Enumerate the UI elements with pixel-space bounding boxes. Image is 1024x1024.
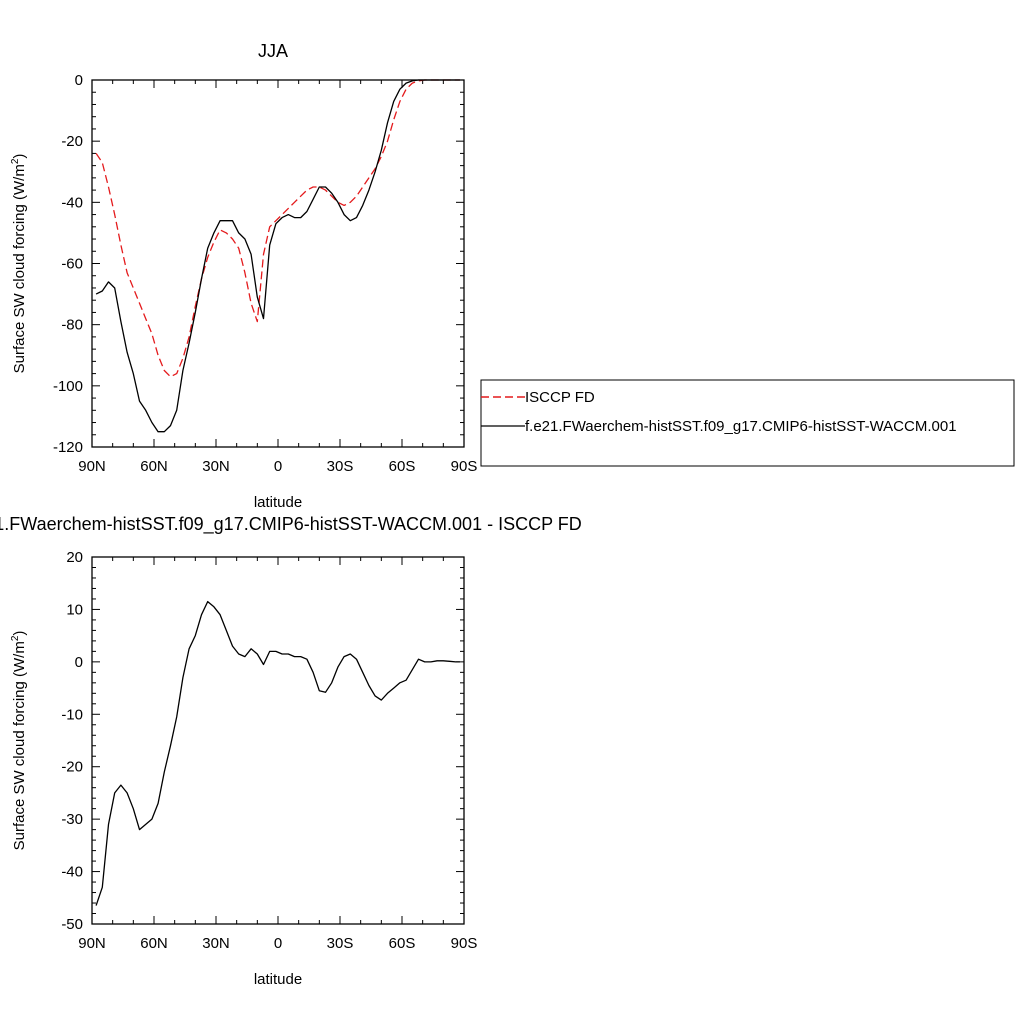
bottom-series-line-0	[95, 600, 460, 906]
bottom-x-tick-label: 0	[274, 935, 282, 952]
bottom-y-tick-label: 0	[75, 654, 83, 671]
top-y-axis-label-close: )	[11, 154, 28, 159]
bottom-x-tick-label: 60N	[140, 935, 168, 952]
top-title: JJA	[258, 41, 288, 61]
bottom-x-axis-label: latitude	[254, 971, 302, 988]
top-x-axis-label: latitude	[254, 494, 302, 511]
bottom-y-tick-label: -30	[61, 811, 83, 828]
bottom-y-tick-label: -50	[61, 916, 83, 933]
bottom-plot-frame	[91, 556, 465, 925]
top-y-tick-label: 0	[75, 72, 83, 89]
top-x-tick-label: 30S	[327, 458, 354, 475]
top-x-tick-label: 0	[274, 458, 282, 475]
top-x-tick-label: 60S	[389, 458, 416, 475]
top-x-tick-label: 60N	[140, 458, 168, 475]
bottom-title: f.e21.FWaerchem-histSST.f09_g17.CMIP6-hi…	[0, 514, 582, 535]
top-series-line-0	[95, 79, 460, 378]
bottom-panel-difference: f.e21.FWaerchem-histSST.f09_g17.CMIP6-hi…	[0, 514, 582, 988]
bottom-plot-area: 90N 60N 30N 0 30S 60S 90S -50 -40 -30 -20 -10 0 10 20	[61, 549, 477, 952]
bottom-y-axis-label: Surface SW cloud forcing (W/m2)	[10, 631, 28, 851]
top-x-tick-label: 90S	[451, 458, 478, 475]
bottom-x-tick-label: 30S	[327, 935, 354, 952]
bottom-y-tick-label: -20	[61, 759, 83, 776]
bottom-x-tick-label: 60S	[389, 935, 416, 952]
top-legend: ISCCP FD f.e21.FWaerchem-histSST.f09_g17…	[480, 379, 1015, 467]
top-y-tick-label: -120	[53, 439, 83, 456]
bottom-y-axis-label-main: Surface SW cloud forcing (W/m	[11, 641, 28, 850]
bottom-y-tick-label: 10	[66, 601, 83, 618]
top-plot-area: 90N 60N 30N 0 30S 60S 90S -120 -100 -80 -60 -40 -20 0	[53, 72, 477, 475]
bottom-x-tick-label: 90N	[78, 935, 106, 952]
top-series-line-1	[95, 79, 460, 433]
top-y-tick-label: -20	[61, 133, 83, 150]
top-y-axis-label-main: Surface SW cloud forcing (W/m	[11, 164, 28, 373]
legend-box	[480, 379, 1015, 467]
top-panel-jja: JJA 90N 60N 30N 0 30S 60S 90S -120 -100 -80 -60 -40…	[10, 41, 1015, 511]
top-plot-frame	[91, 79, 465, 448]
top-x-tick-label: 30N	[202, 458, 230, 475]
top-y-tick-label: -60	[61, 256, 83, 273]
legend-label-isccp-fd: ISCCP FD	[525, 389, 595, 406]
top-x-tick-label: 90N	[78, 458, 106, 475]
top-y-tick-label: -100	[53, 378, 83, 395]
bottom-y-tick-label: -10	[61, 706, 83, 723]
top-y-axis-label: Surface SW cloud forcing (W/m2)	[10, 154, 28, 374]
legend-label-model: f.e21.FWaerchem-histSST.f09_g17.CMIP6-hi…	[525, 418, 957, 435]
bottom-x-tick-label: 90S	[451, 935, 478, 952]
bottom-y-axis-label-close: )	[11, 631, 28, 636]
bottom-y-tick-label: 20	[66, 549, 83, 566]
bottom-x-tick-label: 30N	[202, 935, 230, 952]
top-y-axis-label-superscript: 2	[10, 158, 21, 164]
top-y-tick-label: -80	[61, 317, 83, 334]
bottom-y-axis-label-superscript: 2	[10, 635, 21, 641]
top-y-tick-label: -40	[61, 194, 83, 211]
bottom-y-tick-label: -40	[61, 864, 83, 881]
